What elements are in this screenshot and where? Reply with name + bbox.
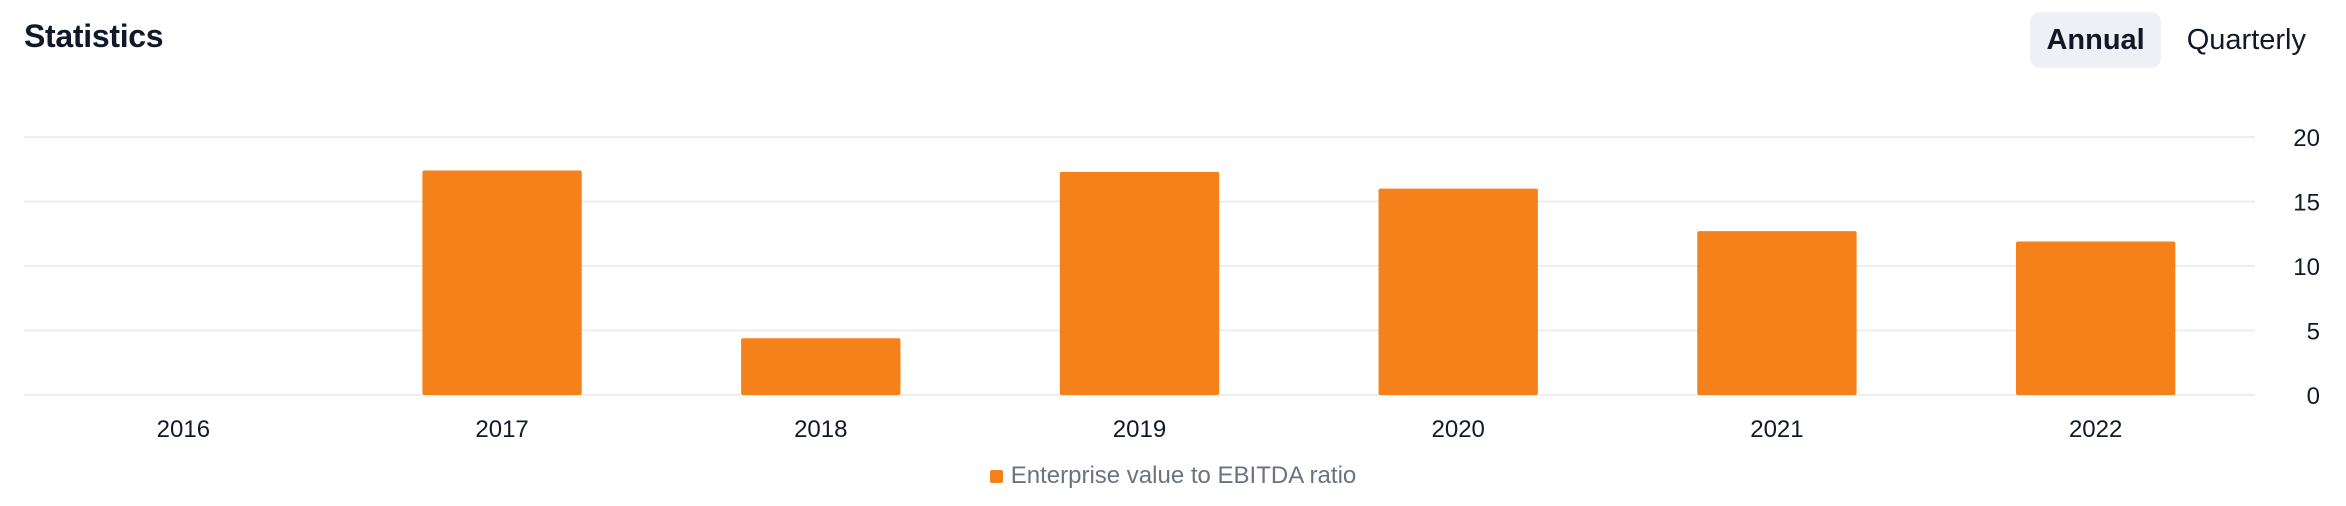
x-tick-label: 2017 — [475, 416, 528, 443]
x-tick-label: 2016 — [157, 416, 210, 443]
x-tick-label: 2022 — [2069, 416, 2122, 443]
bars — [422, 170, 2176, 395]
y-tick-label: 20 — [2293, 125, 2320, 152]
x-tick-label: 2019 — [1113, 416, 1166, 443]
y-tick-label: 0 — [2307, 383, 2320, 410]
legend-swatch — [989, 469, 1003, 483]
bar-2020[interactable] — [1378, 188, 1538, 395]
bar-2021[interactable] — [1697, 231, 1857, 395]
y-axis-ticks: 0 5 10 15 20 — [2293, 125, 2320, 410]
bar-2022[interactable] — [2015, 241, 2176, 395]
x-tick-label: 2018 — [794, 416, 847, 443]
x-tick-label: 2021 — [1750, 416, 1803, 443]
y-tick-label: 5 — [2307, 319, 2320, 346]
x-axis-ticks: 2016 2017 2018 2019 2020 2021 2022 — [157, 416, 2123, 443]
bar-2018[interactable] — [741, 338, 901, 395]
y-tick-label: 15 — [2293, 190, 2320, 217]
page-title: Statistics — [24, 18, 164, 54]
annual-toggle-button[interactable]: Annual — [2030, 12, 2161, 68]
period-toggle: Annual Quarterly — [2030, 12, 2322, 68]
quarterly-toggle-button[interactable]: Quarterly — [2171, 12, 2322, 68]
legend-label: Enterprise value to EBITDA ratio — [1010, 462, 1357, 489]
bar-2019[interactable] — [1059, 171, 1220, 395]
bar-2017[interactable] — [422, 170, 582, 395]
legend: Enterprise value to EBITDA ratio — [0, 462, 2346, 490]
x-tick-label: 2020 — [1432, 416, 1485, 443]
y-tick-label: 10 — [2293, 254, 2320, 281]
